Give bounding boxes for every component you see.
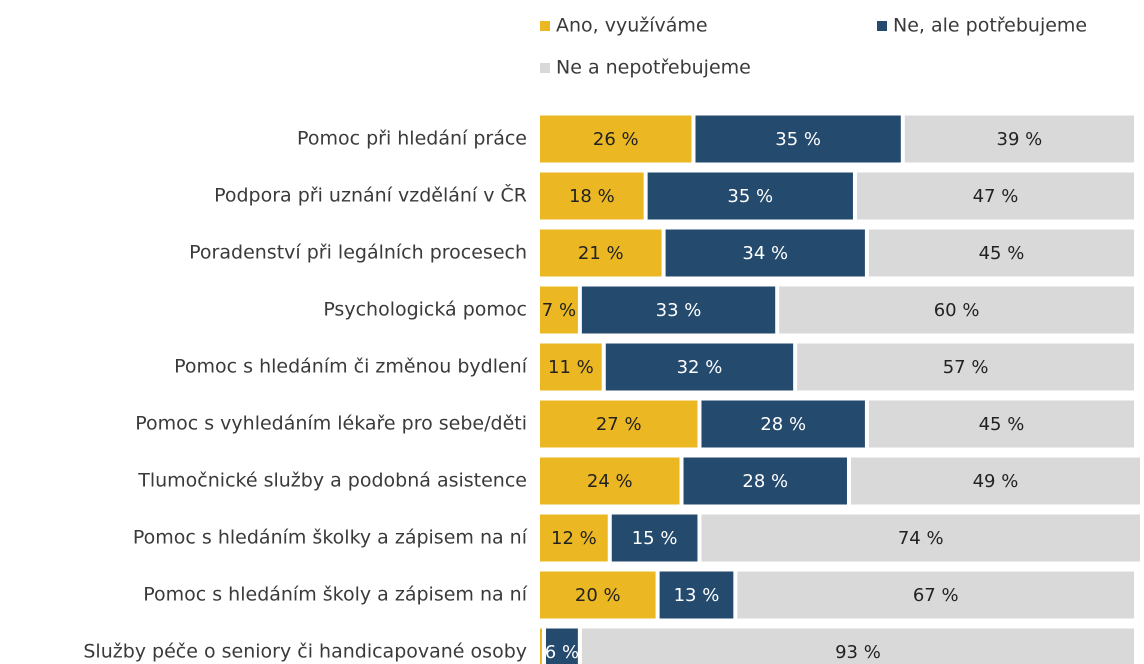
- value-label: 11 %: [548, 357, 594, 378]
- value-label: 60 %: [934, 300, 980, 321]
- bar-segment: [665, 229, 865, 277]
- bar-segment: [611, 514, 698, 562]
- legend-label: Ne, ale potřebujeme: [893, 15, 1087, 37]
- bar-segment: [647, 172, 853, 220]
- bar-segment: [540, 115, 692, 163]
- value-label: 93 %: [835, 642, 881, 663]
- value-label: 32 %: [677, 357, 723, 378]
- value-label: 15 %: [632, 528, 678, 549]
- legend-label: Ne a nepotřebujeme: [556, 57, 751, 79]
- bar-segment: [540, 571, 656, 619]
- legend-swatch: [540, 63, 550, 73]
- bar-segment: [868, 229, 1135, 277]
- value-label: 12 %: [551, 528, 597, 549]
- category-label: Tlumočnické služby a podobná asistence: [137, 470, 527, 492]
- legend-swatch: [877, 21, 887, 31]
- bar-segment: [659, 571, 734, 619]
- bar-segment: [540, 229, 662, 277]
- value-label: 27 %: [596, 414, 642, 435]
- value-label: 24 %: [587, 471, 633, 492]
- value-label: 33 %: [656, 300, 702, 321]
- bar-segment: [779, 286, 1135, 334]
- bar-segment: [856, 172, 1135, 220]
- bar-segment: [540, 514, 608, 562]
- value-label: 49 %: [973, 471, 1019, 492]
- bar-segment: [581, 286, 776, 334]
- bar-segment: [540, 172, 644, 220]
- bar-segment: [545, 628, 578, 664]
- value-label: 20 %: [575, 585, 621, 606]
- value-label: 45 %: [979, 243, 1025, 264]
- category-label: Pomoc při hledání práce: [297, 128, 527, 150]
- category-label: Podpora při uznání vzdělání v ČR: [214, 183, 527, 207]
- legend-label: Ano, využíváme: [556, 15, 708, 37]
- category-label: Služby péče o seniory či handicapované o…: [83, 641, 527, 663]
- bar-segment: [701, 400, 865, 448]
- value-label: 6 %: [545, 642, 579, 663]
- value-label: 45 %: [979, 414, 1025, 435]
- bar-segment: [850, 457, 1140, 505]
- value-label: 18 %: [569, 186, 615, 207]
- bar-segment: [540, 286, 578, 334]
- value-label: 57 %: [943, 357, 989, 378]
- value-label: 47 %: [973, 186, 1019, 207]
- value-label: 39 %: [997, 129, 1043, 150]
- bar-segment: [540, 400, 698, 448]
- category-label: Pomoc s hledáním školky a zápisem na ní: [133, 527, 528, 549]
- value-label: 28 %: [742, 471, 788, 492]
- value-label: 35 %: [727, 186, 773, 207]
- bar-segment: [540, 457, 680, 505]
- value-label: 7 %: [542, 300, 576, 321]
- category-label: Psychologická pomoc: [323, 299, 527, 321]
- bar-segment: [683, 457, 847, 505]
- value-label: 34 %: [742, 243, 788, 264]
- value-label: 74 %: [898, 528, 944, 549]
- value-label: 35 %: [775, 129, 821, 150]
- value-label: 28 %: [760, 414, 806, 435]
- value-label: 21 %: [578, 243, 624, 264]
- legend-swatch: [540, 21, 550, 31]
- bar-segment: [605, 343, 794, 391]
- bar-segment: [737, 571, 1135, 619]
- bar-segment: [540, 628, 542, 664]
- category-label: Pomoc s hledáním školy a zápisem na ní: [143, 584, 527, 606]
- bar-segment: [540, 343, 602, 391]
- value-label: 67 %: [913, 585, 959, 606]
- bar-segment: [797, 343, 1135, 391]
- bar-segment: [701, 514, 1140, 562]
- category-label: Pomoc s hledáním či změnou bydlení: [174, 356, 528, 378]
- bar-segment: [904, 115, 1135, 163]
- bar-segment: [868, 400, 1135, 448]
- value-label: 26 %: [593, 129, 639, 150]
- bar-segment: [581, 628, 1135, 664]
- bar-segment: [695, 115, 901, 163]
- category-label: Poradenství při legálních procesech: [189, 242, 527, 264]
- category-label: Pomoc s vyhledáním lékaře pro sebe/děti: [135, 413, 527, 435]
- value-label: 13 %: [674, 585, 720, 606]
